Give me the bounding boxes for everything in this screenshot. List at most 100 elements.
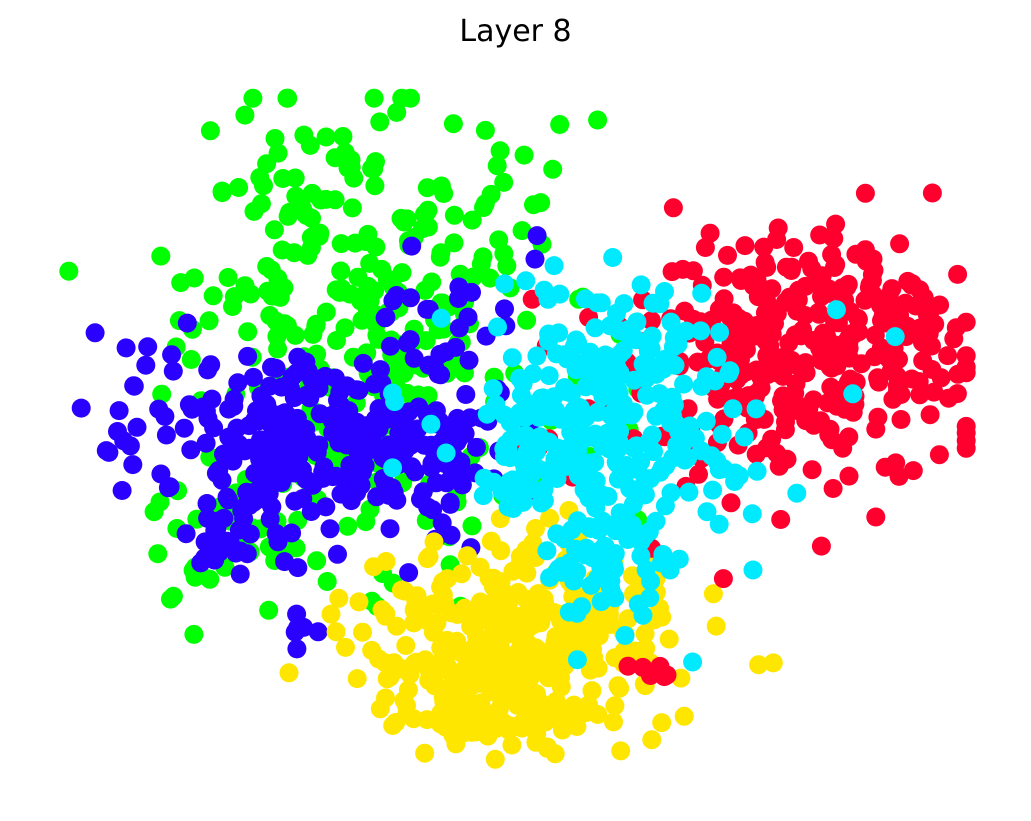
scatter-point [444, 233, 464, 253]
scatter-point [406, 591, 426, 611]
scatter-point [956, 438, 976, 458]
scatter-point [787, 483, 807, 503]
scatter-point [243, 367, 263, 387]
scatter-point [688, 352, 708, 372]
scatter-point [244, 492, 264, 512]
scatter-point [185, 567, 205, 587]
scatter-point [796, 276, 815, 296]
scatter-point [483, 379, 503, 399]
scatter-point [320, 519, 340, 539]
scatter-point [265, 424, 285, 444]
scatter-point [287, 639, 307, 659]
scatter-point [376, 552, 396, 571]
scatter-point [473, 486, 493, 506]
scatter-point [826, 255, 846, 275]
scatter-point [199, 311, 219, 331]
scatter-point [456, 385, 476, 404]
series-4-points [383, 248, 905, 672]
scatter-point [316, 127, 336, 147]
scatter-point [329, 588, 349, 608]
scatter-point [325, 190, 345, 210]
scatter-point [285, 491, 305, 511]
scatter-point [652, 607, 672, 627]
scatter-point [631, 532, 651, 552]
scatter-point [511, 620, 531, 640]
scatter-point [708, 389, 728, 409]
scatter-point [624, 370, 644, 390]
scatter-point [615, 626, 635, 645]
scatter-point [714, 289, 734, 309]
scatter-point [948, 364, 968, 384]
scatter-point [598, 487, 618, 506]
scatter-point [610, 503, 630, 523]
scatter-point [431, 308, 451, 328]
scatter-point [376, 307, 396, 327]
scatter-point [431, 176, 451, 196]
scatter-point [144, 502, 164, 522]
scatter-point [563, 416, 583, 436]
scatter-point [452, 564, 472, 584]
scatter-point [615, 465, 635, 485]
scatter-point [580, 371, 600, 391]
scatter-point [668, 334, 688, 354]
scatter-point [355, 290, 375, 310]
scatter-point [303, 324, 323, 344]
scatter-point [492, 478, 512, 498]
scatter-point [158, 478, 178, 498]
scatter-point [212, 183, 232, 203]
series-3-points [506, 183, 976, 687]
scatter-point [245, 463, 265, 483]
scatter-point [714, 459, 734, 479]
scatter-point [642, 326, 662, 346]
scatter-point [418, 497, 438, 517]
scatter-point [416, 331, 436, 351]
scatter-point [713, 569, 733, 589]
scatter-point [691, 321, 711, 341]
scatter-point [450, 692, 470, 712]
scatter-point [341, 157, 361, 177]
scatter-point [415, 650, 435, 670]
scatter-point [781, 261, 801, 280]
scatter-point [449, 318, 469, 338]
scatter-point [257, 257, 277, 276]
scatter-point [223, 297, 242, 316]
scatter-point [332, 279, 352, 299]
scatter-point [635, 624, 655, 644]
scatter-point [494, 439, 514, 459]
scatter-point [614, 294, 634, 314]
scatter-point [826, 300, 846, 320]
scatter-point [156, 425, 176, 445]
scatter-point [914, 288, 934, 308]
scatter-point [337, 400, 356, 420]
scatter-point [427, 613, 447, 633]
scatter-point [680, 416, 700, 436]
scatter-point [663, 198, 683, 218]
scatter-point [342, 198, 362, 218]
scatter-point [480, 268, 500, 288]
scatter-point [585, 425, 605, 445]
scatter-point [284, 243, 304, 263]
scatter-point [457, 546, 477, 566]
scatter-point [827, 396, 847, 416]
scatter-point [440, 492, 460, 512]
scatter-point [389, 437, 409, 457]
scatter-point [161, 589, 180, 609]
scatter-point [136, 355, 156, 375]
scatter-point [316, 497, 336, 517]
scatter-point [370, 112, 390, 132]
scatter-point [425, 358, 445, 378]
scatter-point [352, 310, 372, 330]
scatter-point [443, 114, 463, 134]
scatter-point [277, 405, 297, 425]
scatter-point [839, 466, 859, 486]
scatter-point [333, 127, 353, 146]
scatter-point [444, 205, 464, 225]
scatter-point [162, 345, 182, 365]
scatter-point [447, 605, 467, 624]
scatter-point [839, 338, 859, 358]
scatter-point [510, 368, 530, 388]
scatter-point [767, 230, 787, 249]
scatter-point [370, 408, 390, 427]
scatter-point [528, 584, 548, 604]
